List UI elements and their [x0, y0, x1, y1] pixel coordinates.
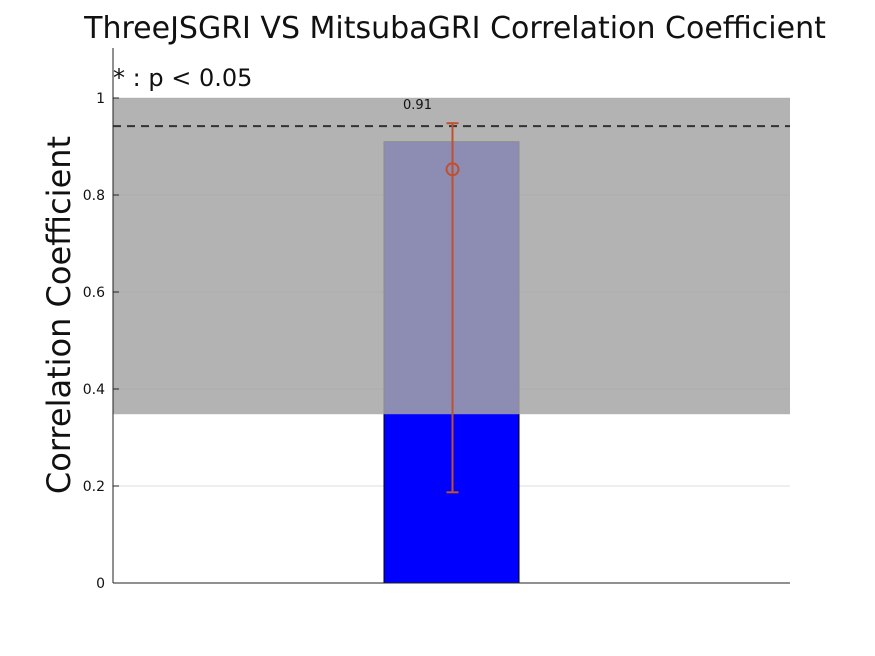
y-tick-label-3: 0.6: [83, 285, 105, 301]
y-axis-label: Correlation Coefficient: [40, 136, 78, 494]
data-label: 0.91: [403, 98, 432, 113]
plot-area: 0.91 0 0.2 0.4 0.6 0.8 1: [83, 48, 790, 592]
y-tick-label-2: 0.4: [83, 382, 105, 398]
significance-annotation: * : p < 0.05: [113, 64, 252, 92]
error-bar-center-marker: [445, 162, 460, 177]
y-tick-label-5: 1: [96, 91, 105, 107]
y-tick-label-1: 0.2: [83, 479, 105, 495]
y-tick-label-4: 0.8: [83, 188, 105, 204]
y-tick-label-0: 0: [96, 576, 105, 592]
chart-title: ThreeJSGRI VS MitsubaGRI Correlation Coe…: [83, 11, 826, 46]
